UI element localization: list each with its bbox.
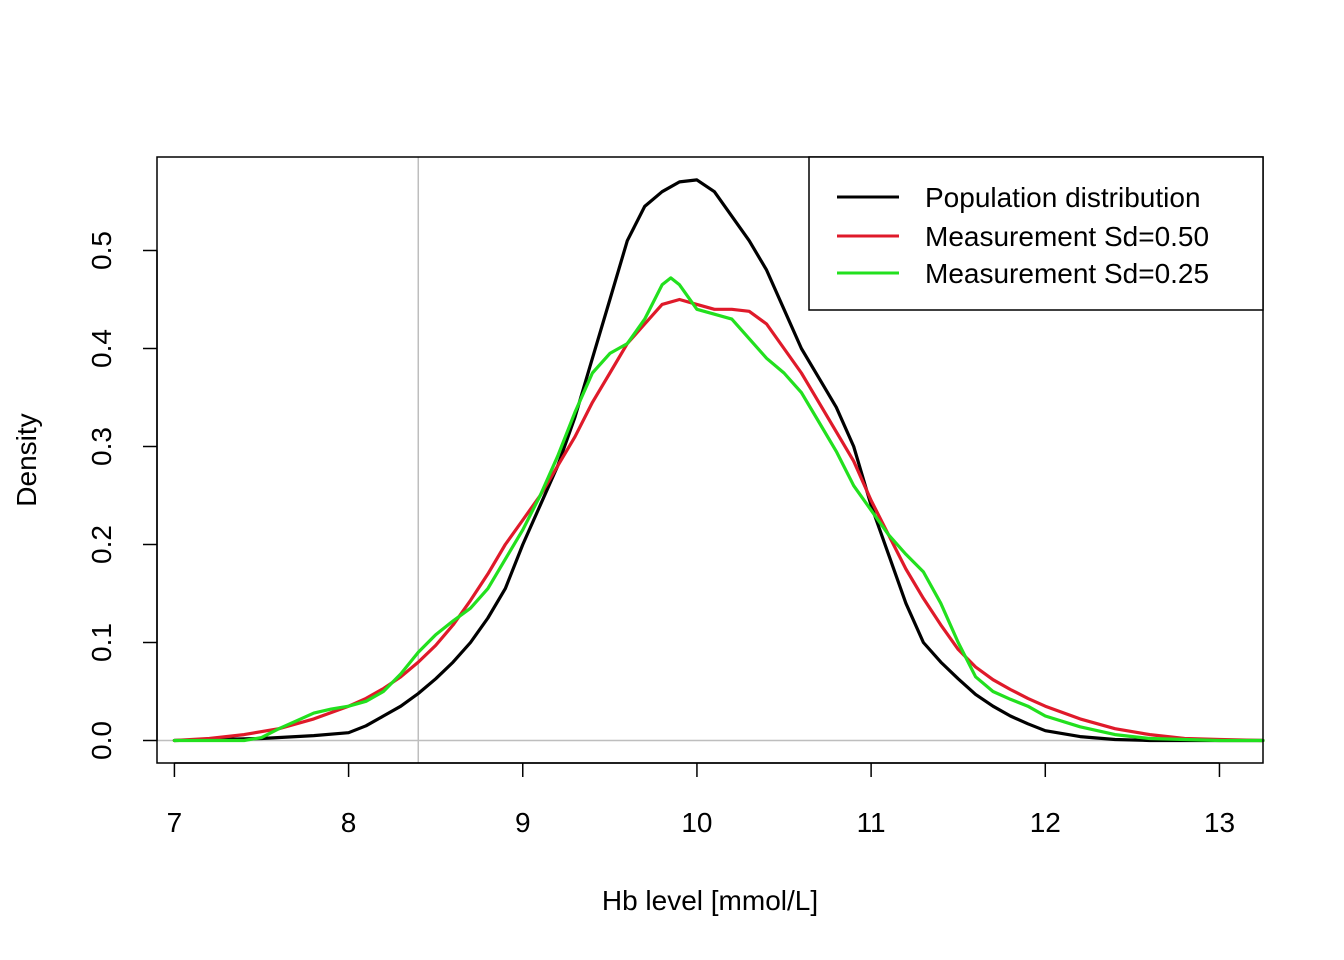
legend: Population distribution Measurement Sd=0…	[808, 156, 1264, 311]
x-tick-label: 13	[1204, 807, 1235, 838]
y-tick-label: 0.3	[86, 427, 117, 466]
series-line-0	[172, 178, 1265, 743]
series-lines	[172, 178, 1265, 743]
series-line-1	[172, 297, 1265, 743]
x-tick-label: 12	[1030, 807, 1061, 838]
y-tick-label: 0.5	[86, 231, 117, 270]
y-tick-label: 0.0	[86, 721, 117, 760]
y-axis-label: Density	[11, 413, 42, 506]
x-axis: 7 8 9 10 11 12 13	[167, 762, 1235, 838]
x-tick-label: 9	[515, 807, 531, 838]
legend-box	[808, 156, 1264, 311]
series-line-2	[172, 276, 1265, 743]
x-axis-label: Hb level [mmol/L]	[602, 885, 818, 916]
x-tick-label: 8	[341, 807, 357, 838]
x-tick-label: 10	[681, 807, 712, 838]
x-tick-label: 7	[167, 807, 183, 838]
legend-label-population: Population distribution	[925, 182, 1201, 213]
y-tick-label: 0.2	[86, 525, 117, 564]
y-tick-label: 0.4	[86, 329, 117, 368]
x-tick-label: 11	[857, 807, 886, 838]
y-tick-label: 0.1	[86, 623, 117, 662]
y-axis: 0.0 0.1 0.2 0.3 0.4 0.5	[86, 231, 158, 760]
legend-label-sd050: Measurement Sd=0.50	[925, 221, 1209, 252]
legend-label-sd025: Measurement Sd=0.25	[925, 258, 1209, 289]
